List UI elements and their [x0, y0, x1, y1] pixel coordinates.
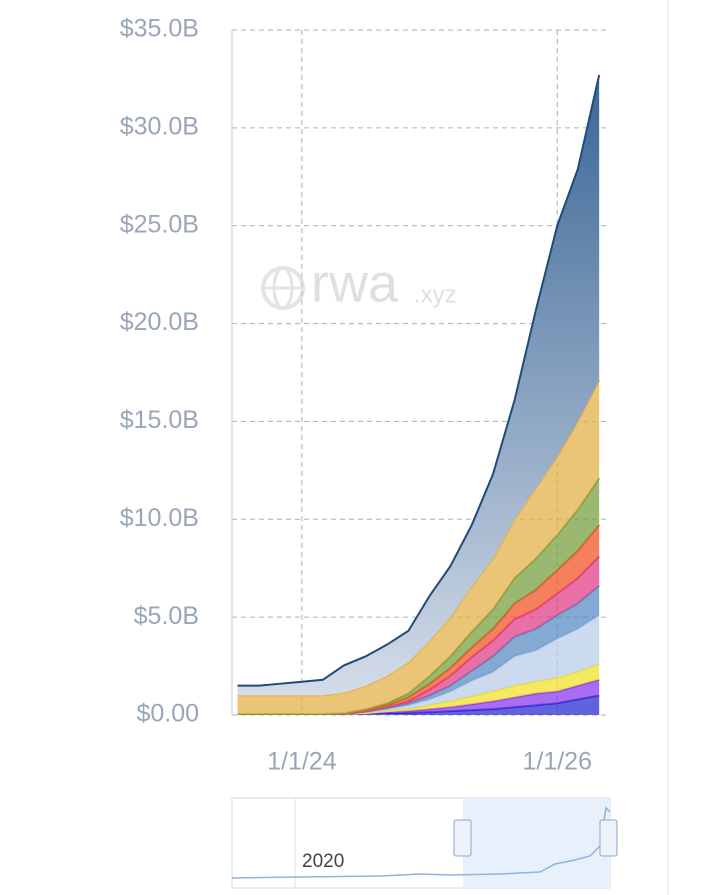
x-tick-label: 1/1/26	[522, 748, 592, 776]
navigator-label: 2020	[302, 851, 344, 872]
y-tick-label: $35.0B	[120, 15, 199, 43]
navigator-handle[interactable]	[599, 819, 618, 857]
area	[237, 615, 600, 715]
watermark: rwa .xyz	[261, 253, 457, 313]
navigator-handle[interactable]	[453, 819, 472, 857]
axes: $0.00 $5.0B $10.0B $15.0B $20.0B $25.0B $30.0B…	[120, 15, 592, 776]
y-tick-label: $30.0B	[120, 112, 199, 140]
watermark-suffix: .xyz	[414, 281, 457, 308]
y-tick-label: $20.0B	[120, 308, 199, 336]
y-tick-label: $5.0B	[134, 602, 199, 630]
area	[237, 380, 600, 715]
y-tick-label: $15.0B	[120, 406, 199, 434]
navigator: 2020	[231, 797, 618, 889]
area-line	[237, 74, 601, 687]
navigator-selection[interactable]	[463, 798, 610, 888]
area	[237, 679, 600, 715]
y-tick-label: $10.0B	[120, 504, 199, 532]
area	[237, 695, 600, 715]
watermark-text: rwa	[311, 253, 399, 313]
area	[237, 664, 600, 715]
areas	[237, 74, 601, 716]
area	[237, 75, 600, 696]
y-tick-label: $25.0B	[120, 210, 199, 238]
x-tick-label: 1/1/24	[267, 748, 337, 776]
y-tick-label: $0.00	[136, 700, 199, 728]
area	[237, 585, 600, 715]
